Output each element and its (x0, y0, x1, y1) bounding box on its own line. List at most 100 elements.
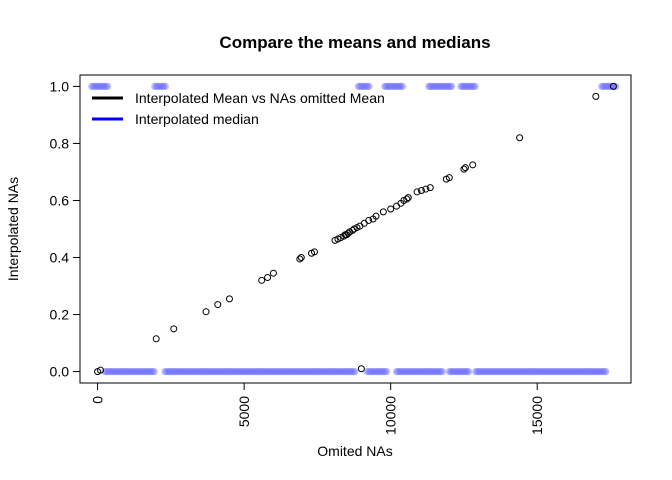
median-point (279, 367, 287, 376)
median-point (494, 367, 503, 376)
median-point (516, 367, 524, 376)
median-point (187, 367, 195, 376)
median-point (415, 367, 423, 376)
median-point (129, 367, 137, 376)
mean-point (296, 255, 304, 263)
median-point (242, 367, 250, 376)
median-point (363, 82, 371, 91)
median-point (95, 82, 103, 91)
median-point (319, 367, 327, 376)
y-axis-label: Interpolated NAs (5, 177, 21, 281)
median-point (321, 367, 329, 376)
median-point (554, 367, 562, 376)
median-point (288, 367, 296, 376)
mean-point (202, 308, 210, 316)
median-point (249, 367, 257, 376)
median-point (588, 367, 596, 376)
median-point (462, 82, 470, 91)
median-point (377, 367, 385, 376)
median-point (124, 367, 132, 376)
mean-point (297, 254, 305, 262)
median-point (88, 82, 96, 91)
median-point (479, 367, 487, 376)
median-point (120, 367, 128, 376)
median-point (164, 367, 173, 376)
median-point (514, 367, 522, 376)
median-point (282, 367, 290, 376)
mean-point (152, 335, 160, 343)
median-point (198, 367, 206, 376)
median-point (228, 367, 236, 376)
median-point (466, 82, 474, 91)
median-point (201, 367, 210, 376)
median-point (589, 367, 598, 376)
median-point (417, 367, 425, 376)
y-tick-label: 0.4 (50, 250, 70, 266)
median-point (510, 367, 518, 376)
median-point (166, 367, 174, 376)
median-point (148, 367, 156, 376)
median-point (482, 367, 490, 376)
median-point (435, 367, 443, 376)
median-point (356, 82, 364, 91)
mean-point (417, 187, 425, 194)
median-point (215, 367, 224, 376)
median-point (305, 367, 313, 376)
median-point (572, 367, 580, 376)
median-point (132, 367, 141, 376)
median-point (593, 367, 601, 376)
median-point (414, 367, 422, 376)
median-point (141, 367, 149, 376)
median-point (574, 367, 582, 376)
median-point (358, 82, 366, 91)
mean-point (404, 194, 412, 202)
median-point (150, 367, 158, 376)
median-point (401, 367, 409, 376)
median-point (581, 367, 589, 376)
median-point (461, 367, 469, 376)
mean-point (445, 174, 453, 182)
median-point (354, 82, 363, 91)
median-point (563, 367, 571, 376)
median-point (542, 367, 550, 376)
median-point (459, 82, 467, 91)
median-point (323, 367, 331, 376)
median-point (312, 367, 320, 376)
median-point (519, 367, 527, 376)
median-point (317, 367, 326, 376)
mean-point (258, 276, 266, 284)
median-point (104, 367, 113, 376)
median-point (240, 367, 248, 376)
median-point (207, 367, 215, 376)
mean-point (170, 325, 178, 333)
median-point (273, 367, 282, 376)
median-point (324, 367, 333, 376)
mean-point (422, 185, 430, 193)
median-point (493, 367, 501, 376)
mean-point (357, 365, 365, 373)
median-point (538, 367, 547, 376)
median-point (442, 82, 450, 91)
median-point (391, 82, 399, 91)
median-point (251, 367, 259, 376)
median-point (173, 367, 181, 376)
median-point (258, 367, 266, 376)
median-point (108, 367, 116, 376)
median-point (139, 367, 148, 376)
median-point (310, 367, 319, 376)
median-point (459, 367, 467, 376)
mean-point (387, 205, 395, 213)
legend-label: Interpolated Mean vs NAs omitted Mean (135, 90, 385, 106)
x-axis: 0 5000 10000 15000 (90, 382, 545, 435)
mean-point (403, 195, 411, 203)
median-point (403, 367, 411, 376)
median-point (567, 367, 575, 376)
median-point (394, 367, 402, 376)
median-point (386, 82, 394, 91)
median-point (143, 367, 151, 376)
median-point (163, 367, 171, 376)
median-point (449, 367, 457, 376)
legend-label: Interpolated median (135, 111, 259, 127)
median-point (363, 367, 371, 376)
y-tick-label: 1.0 (50, 78, 70, 94)
